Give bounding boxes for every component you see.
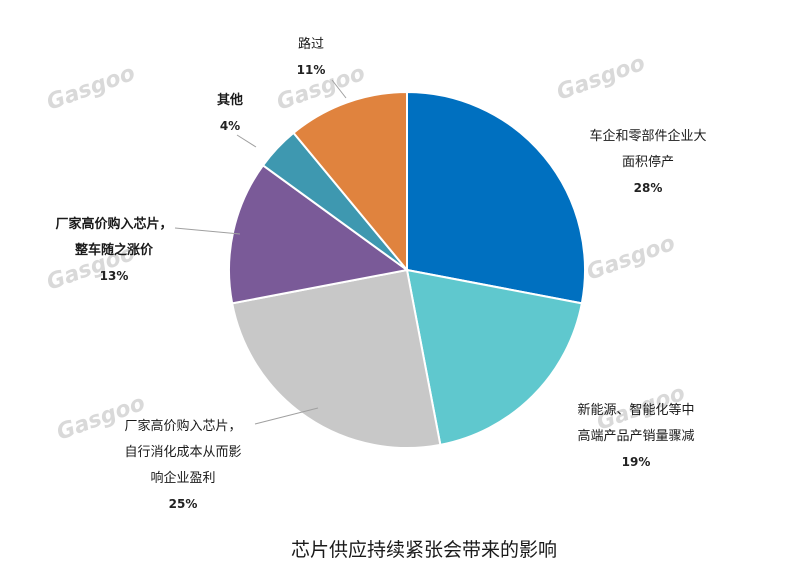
slice-label-line: 路过 bbox=[298, 36, 324, 52]
slice-value-label: 4% bbox=[220, 119, 240, 133]
slice-label-line: 车企和零部件企业大 bbox=[589, 128, 706, 144]
slice-label-line: 自行消化成本从而影 bbox=[124, 445, 241, 460]
slice-label-line: 其他 bbox=[217, 92, 243, 108]
slice-value-label: 28% bbox=[634, 181, 663, 195]
slice-label-line: 整车随之涨价 bbox=[74, 242, 154, 258]
pie-slices bbox=[228, 90, 586, 449]
slice-value-label: 19% bbox=[622, 455, 651, 469]
slice-label-line: 响企业盈利 bbox=[150, 470, 215, 486]
slice-label-3: 厂家高价购入芯片， 整车随之涨价 13% bbox=[55, 216, 172, 283]
watermark-text: Gasgoo bbox=[44, 61, 139, 116]
slice-label-5: 路过 11% bbox=[297, 36, 326, 77]
leader-line bbox=[174, 227, 241, 235]
leader-line bbox=[254, 407, 319, 425]
pie-slice-0 bbox=[406, 90, 586, 305]
watermark-text: Gasgoo bbox=[584, 231, 679, 286]
pie-slice-1 bbox=[405, 268, 584, 447]
leader-lines bbox=[174, 79, 347, 425]
slice-label-4: 其他 4% bbox=[217, 92, 243, 133]
pie-slice-5 bbox=[292, 90, 408, 273]
leader-line bbox=[331, 79, 347, 99]
slice-label-line: 厂家高价购入芯片， bbox=[124, 418, 241, 434]
leader-line bbox=[236, 134, 257, 148]
slice-value-label: 25% bbox=[169, 497, 198, 511]
chart-title: 芯片供应持续紧张会带来的影响 bbox=[291, 539, 557, 561]
watermark-text: Gasgoo bbox=[554, 51, 649, 106]
slice-label-line: 面积停产 bbox=[622, 154, 674, 170]
pie-slice-3 bbox=[228, 163, 410, 305]
slice-label-line: 新能源、智能化等中 bbox=[577, 402, 694, 418]
slice-label-line: 厂家高价购入芯片， bbox=[55, 216, 172, 232]
slice-label-line: 高端产品产销量骤减 bbox=[577, 428, 694, 444]
slice-value-label: 13% bbox=[100, 269, 129, 283]
slice-value-label: 11% bbox=[297, 63, 326, 77]
pie-slice-2 bbox=[230, 268, 442, 449]
